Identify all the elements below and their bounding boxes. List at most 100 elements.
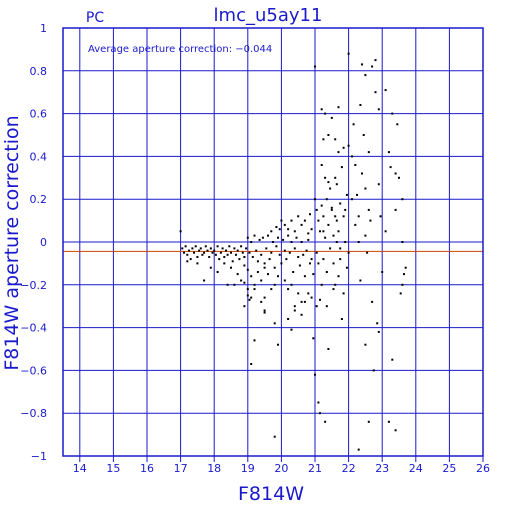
scatter-point	[250, 241, 253, 243]
scatter-point	[339, 258, 342, 261]
scatter-point	[384, 230, 387, 233]
scatter-point	[339, 202, 342, 205]
scatter-point	[332, 262, 335, 265]
scatter-point	[209, 247, 212, 250]
scatter-point	[367, 151, 370, 154]
scatter-point	[372, 369, 375, 372]
scatter-point	[241, 251, 244, 254]
scatter-point	[298, 264, 301, 267]
scatter-point	[401, 241, 404, 243]
scatter-point	[359, 104, 362, 106]
scatter-point	[211, 251, 214, 254]
scatter-point	[246, 236, 249, 239]
scatter-point	[253, 283, 256, 286]
scatter-point	[253, 339, 256, 342]
scatter-point	[364, 343, 367, 346]
scatter-point	[270, 288, 273, 291]
scatter-point	[364, 74, 367, 77]
y-tick-label: 0.4	[30, 150, 48, 163]
scatter-point	[204, 245, 207, 248]
scatter-point	[391, 358, 394, 361]
scatter-point	[236, 249, 239, 252]
scatter-point	[199, 247, 202, 250]
scatter-point	[394, 172, 397, 175]
scatter-point	[389, 166, 392, 169]
scatter-point	[362, 134, 365, 136]
scatter-point	[320, 108, 323, 111]
scatter-point	[277, 343, 279, 346]
scatter-point	[273, 283, 276, 286]
scatter-point	[246, 294, 249, 297]
scatter-point	[245, 247, 248, 250]
scatter-point	[320, 204, 323, 207]
scatter-point	[283, 223, 286, 226]
y-tick-label: 1	[40, 22, 47, 35]
scatter-point	[295, 236, 298, 239]
scatter-point	[278, 228, 281, 231]
scatter-point	[273, 435, 276, 438]
scatter-point	[225, 249, 227, 252]
scatter-point	[361, 172, 363, 175]
scatter-point	[317, 401, 320, 404]
scatter-point	[233, 283, 236, 286]
scatter-point	[327, 134, 330, 136]
scatter-point	[394, 429, 397, 432]
scatter-point	[367, 420, 370, 423]
scatter-point	[303, 219, 306, 222]
scatter-point	[330, 208, 333, 211]
scatter-point	[260, 253, 263, 256]
scatter-point	[307, 292, 310, 295]
scatter-point	[230, 251, 232, 254]
plot-frame	[62, 27, 484, 457]
scatter-point	[290, 328, 293, 331]
scatter-point	[317, 219, 320, 222]
x-tick-label: 18	[207, 462, 221, 475]
scatter-point	[320, 164, 323, 166]
scatter-point	[300, 223, 303, 226]
scatter-point	[287, 234, 290, 237]
x-tick-labels: 14 15 16 17 18 19 20 21 22 23 24 25 26	[73, 462, 490, 475]
x-tick-label: 17	[174, 462, 188, 475]
scatter-point	[235, 253, 237, 256]
scatter-point	[335, 241, 338, 243]
scatter-point	[216, 245, 219, 248]
scatter-point	[263, 309, 266, 312]
scatter-point	[209, 266, 212, 269]
scatter-point	[369, 219, 372, 222]
scatter-point	[329, 247, 332, 250]
scatter-point	[334, 138, 337, 141]
scatter-point	[216, 271, 219, 273]
scatter-point	[322, 258, 325, 261]
scatter-point	[256, 271, 259, 273]
scatter-point	[184, 245, 187, 248]
scatter-point	[307, 232, 310, 235]
scatter-point	[347, 144, 350, 147]
scatter-point	[322, 215, 325, 218]
scatter-point	[186, 260, 189, 263]
scatter-point	[324, 112, 327, 115]
scatter-point	[300, 241, 303, 243]
average-correction-annotation: Average aperture correction: −0.044	[88, 44, 272, 55]
scatter-point	[401, 283, 404, 286]
scatter-point	[340, 318, 343, 320]
scatter-point	[354, 223, 357, 226]
scatter-point	[366, 251, 369, 254]
scatter-point	[181, 247, 184, 250]
scatter-point	[303, 300, 306, 303]
scatter-point	[287, 318, 290, 320]
scatter-point	[280, 262, 283, 265]
y-tick-label: 0.8	[30, 65, 48, 78]
scatter-point	[330, 206, 333, 209]
y-tick-labels: −1 −0.8 −0.6 −0.4 −0.2 0 0.2 0.4 0.6 0.8 1	[20, 22, 47, 463]
scatter-point	[356, 193, 358, 196]
scatter-point	[250, 363, 253, 365]
scatter-point	[263, 262, 266, 265]
scatter-point	[314, 198, 316, 201]
scatter-point	[377, 330, 380, 333]
scatter-point	[285, 258, 288, 261]
scatter-point	[250, 275, 253, 278]
scatter-point	[263, 296, 266, 299]
scatter-point	[246, 288, 249, 291]
scatter-point	[188, 249, 190, 252]
scatter-point	[186, 253, 189, 256]
